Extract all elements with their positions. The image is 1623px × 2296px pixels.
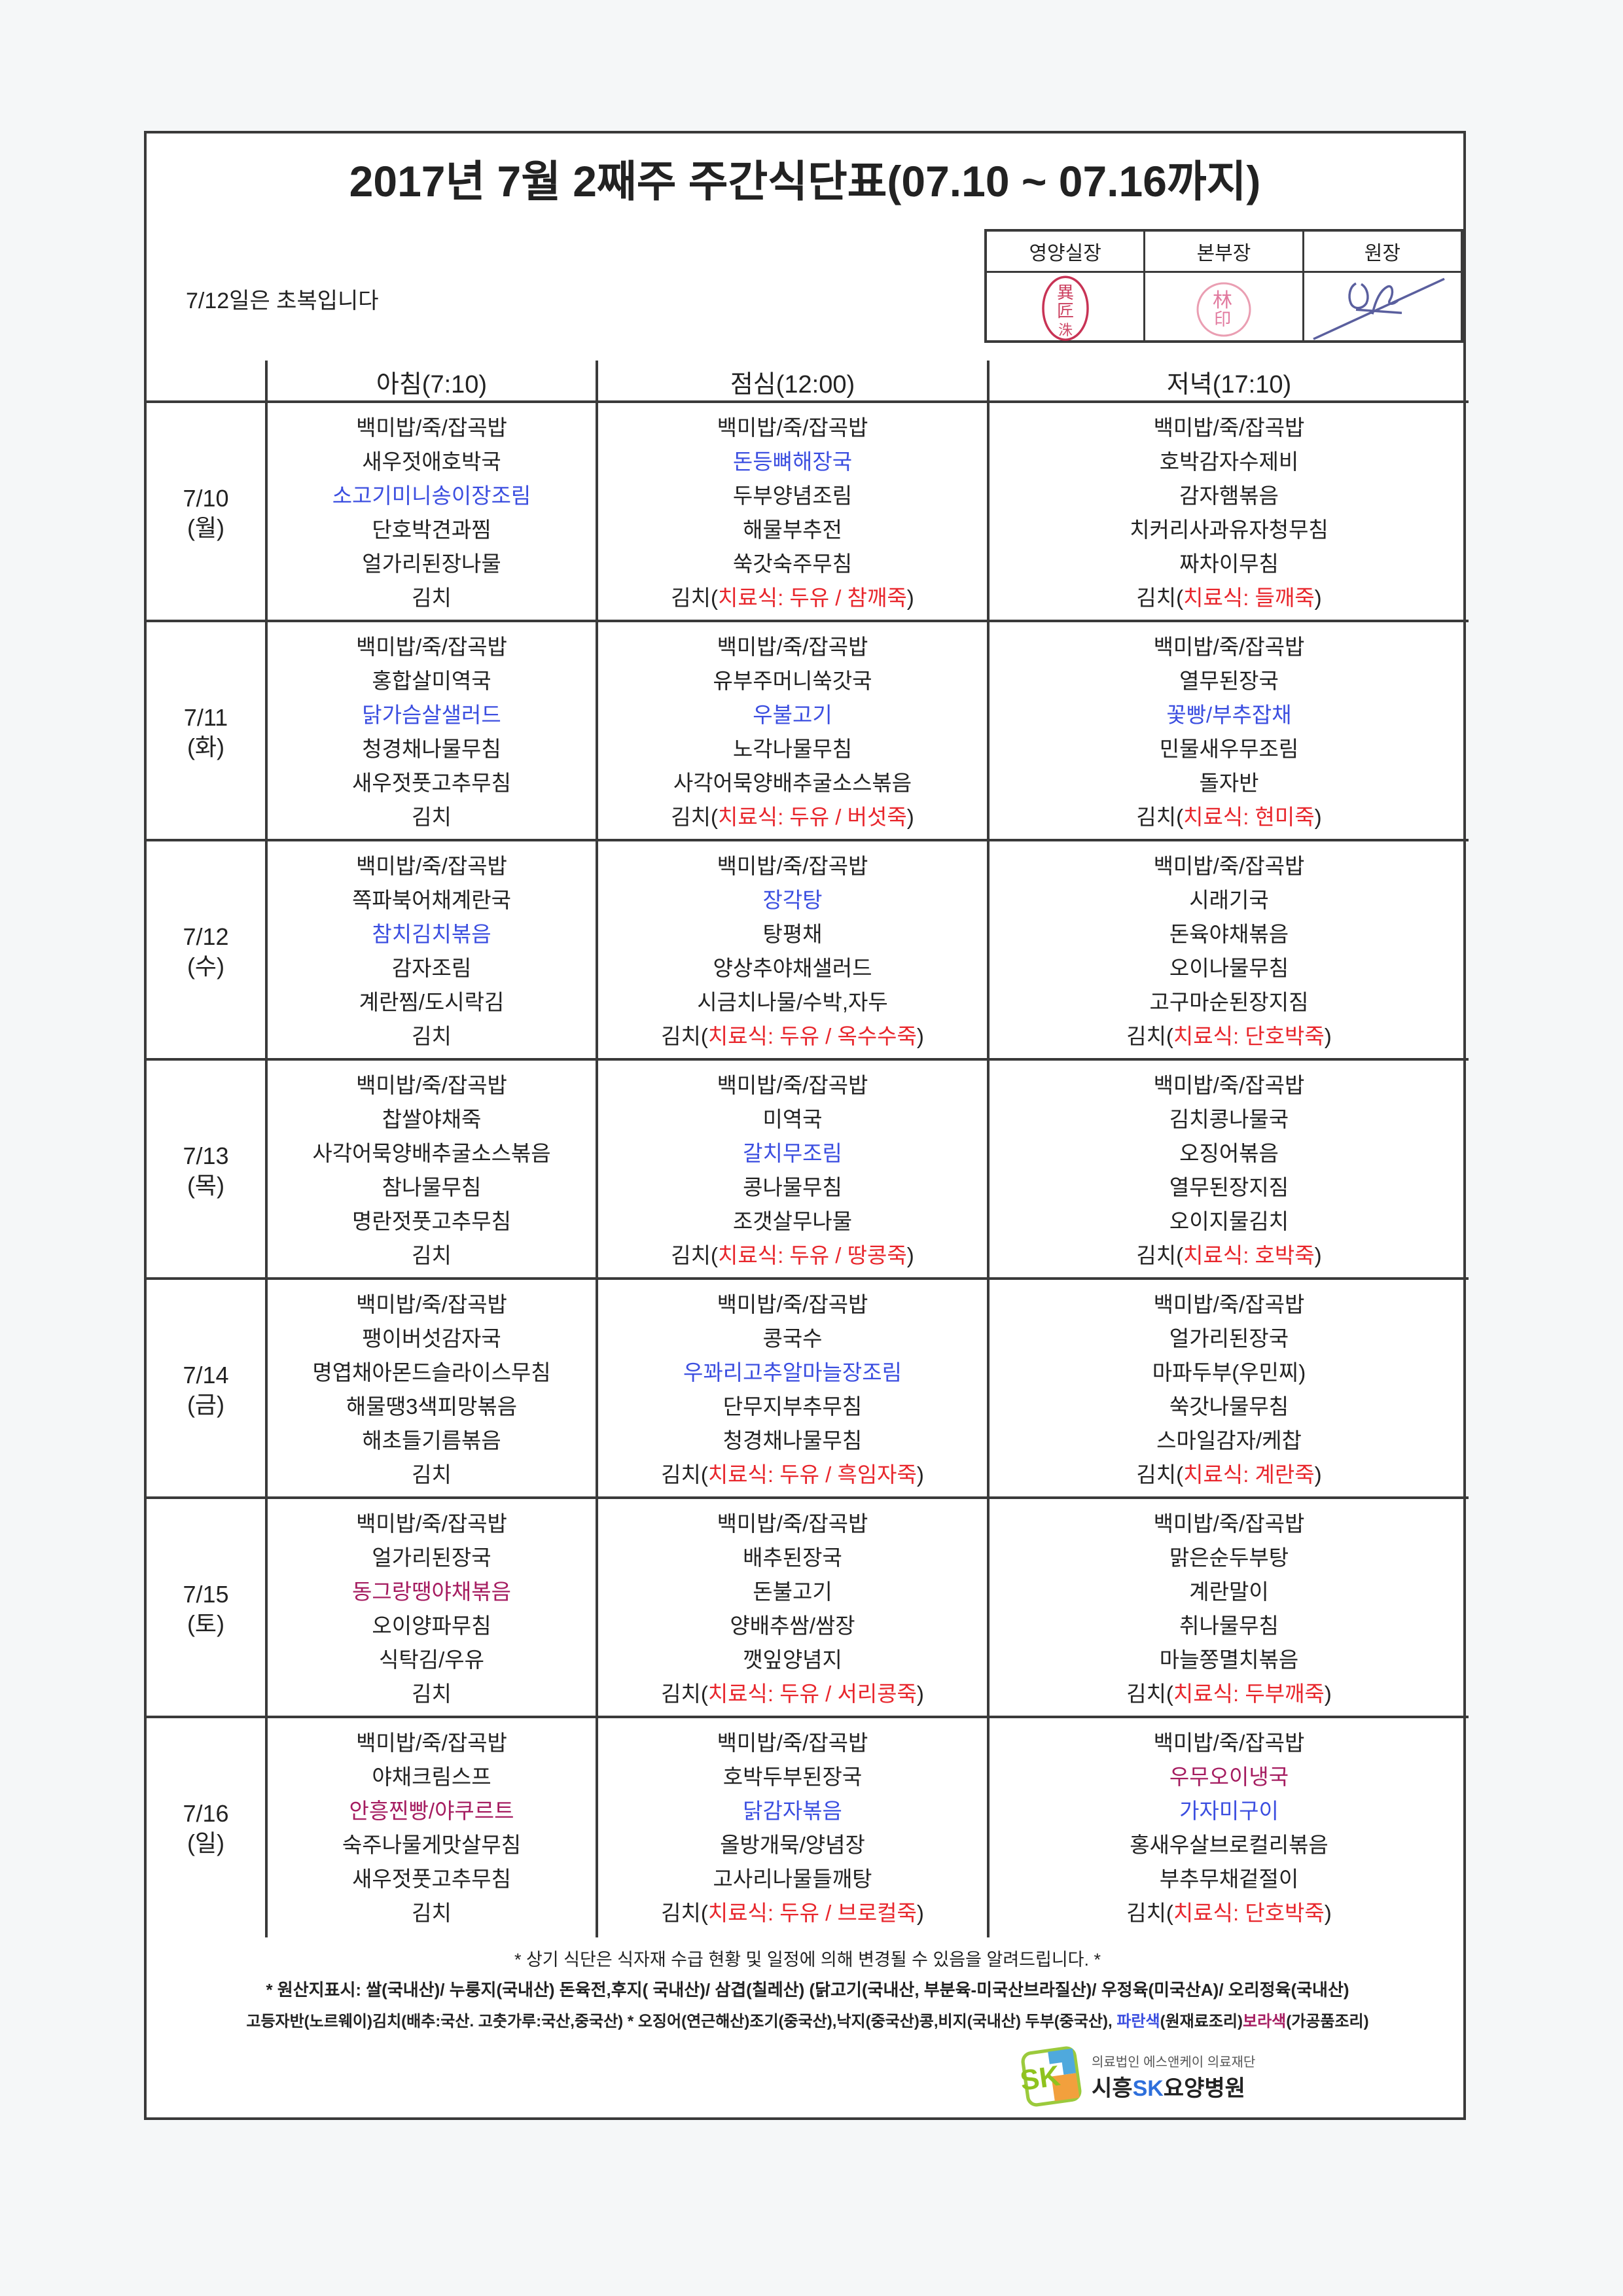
svg-text:林: 林 bbox=[1213, 290, 1232, 311]
svg-text:洙: 洙 bbox=[1058, 322, 1073, 338]
svg-text:印: 印 bbox=[1214, 309, 1231, 329]
svg-text:異: 異 bbox=[1057, 283, 1074, 302]
svg-text:匠: 匠 bbox=[1057, 301, 1074, 321]
svg-text:SK: SK bbox=[1020, 2060, 1062, 2097]
